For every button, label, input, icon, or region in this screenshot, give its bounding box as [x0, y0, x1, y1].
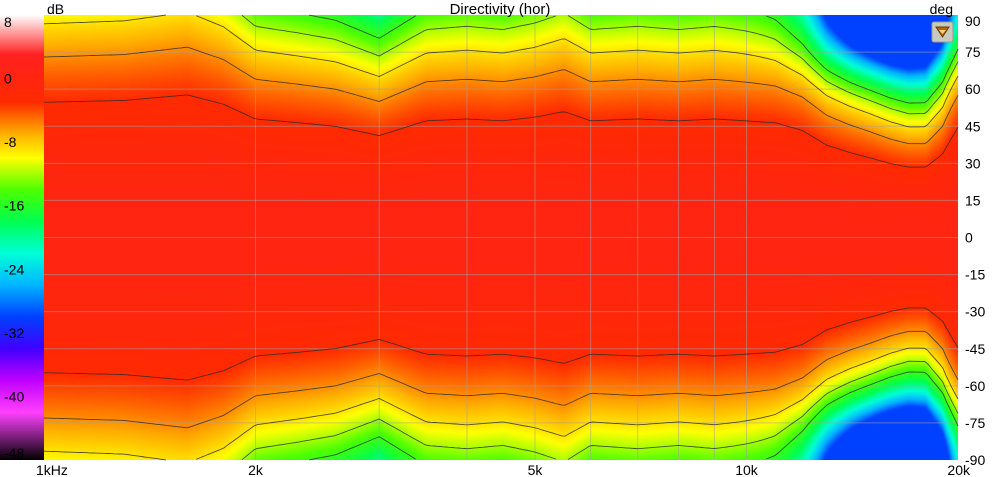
- y-tick-label: 75: [965, 44, 981, 60]
- y-axis-unit-label: deg: [930, 1, 953, 17]
- colorbar-unit-label: dB: [47, 1, 64, 17]
- y-tick-label: -90: [965, 452, 985, 468]
- colorbar-strip: [0, 15, 44, 460]
- y-tick-label: -15: [965, 267, 985, 283]
- y-tick-label: 90: [965, 13, 981, 29]
- y-tick-label: -75: [965, 415, 985, 431]
- colorbar-ticks: 8 0 -8 -16 -24 -32 -40 -48: [4, 14, 24, 461]
- y-tick-label: 15: [965, 192, 981, 208]
- gridlines: [44, 15, 958, 460]
- contour-line: [43, 307, 959, 381]
- y-tick-label: -30: [965, 304, 985, 320]
- contour-line: [43, 46, 959, 145]
- colorbar-tick-label: 0: [4, 71, 12, 87]
- contour-lines: [43, 14, 959, 461]
- contour-line: [309, 14, 959, 104]
- x-tick-label: 20k: [947, 462, 971, 477]
- y-tick-label: 30: [965, 155, 981, 171]
- settings-menu-button[interactable]: [931, 21, 954, 43]
- x-tick-label: 2k: [248, 462, 264, 477]
- x-tick-label: 5k: [528, 462, 544, 477]
- colorbar-tick-label: -32: [4, 325, 24, 341]
- y-tick-label: -45: [965, 341, 985, 357]
- contour-line: [241, 14, 959, 115]
- contour-line: [43, 347, 959, 461]
- colorbar-tick-label: -48: [4, 445, 24, 461]
- x-tick-label: 1kHz: [36, 462, 68, 477]
- colorbar-tick-label: 8: [4, 14, 12, 30]
- contour-line: [43, 330, 959, 429]
- contour-line: [43, 94, 959, 168]
- y-tick-label: 45: [965, 118, 981, 134]
- colorbar-tick-label: -16: [4, 198, 24, 214]
- y-tick-label: 60: [965, 81, 981, 97]
- chart-title: Directivity (hor): [450, 1, 551, 18]
- colorbar-tick-label: -24: [4, 261, 24, 277]
- y-tick-label: 0: [965, 230, 973, 246]
- colorbar-tick-label: -8: [4, 134, 17, 150]
- contour-line: [43, 14, 959, 128]
- contour-line: [241, 360, 959, 461]
- y-axis-ticks: 90 75 60 45 30 15 0 -15 -30 -45 -60 -75 -90: [965, 13, 985, 468]
- y-tick-label: -60: [965, 378, 985, 394]
- x-tick-label: 10k: [735, 462, 759, 477]
- contour-line: [309, 371, 959, 461]
- colorbar: 8 0 -8 -16 -24 -32 -40 -48: [0, 14, 44, 461]
- colorbar-tick-label: -40: [4, 388, 24, 404]
- x-axis-ticks: 1kHz 2k 5k 10k 20k: [36, 462, 971, 477]
- plot-area: [43, 14, 959, 461]
